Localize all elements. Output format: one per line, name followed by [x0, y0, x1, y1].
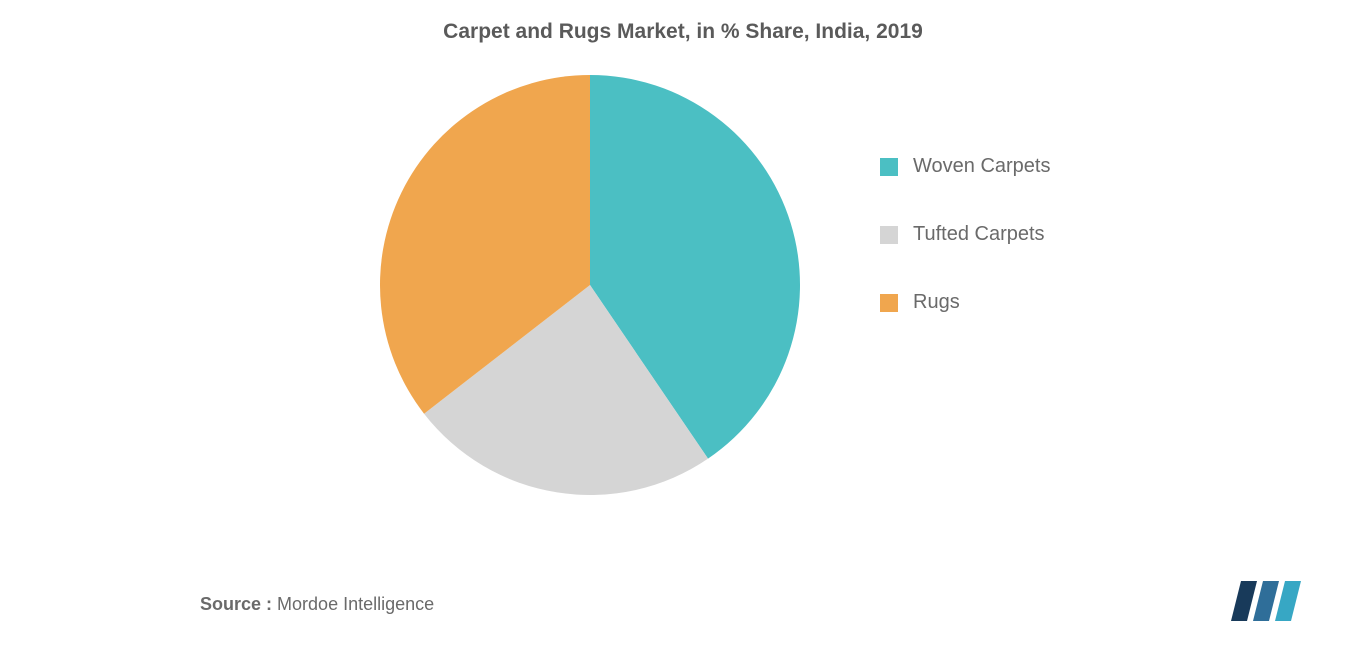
logo-bar [1275, 581, 1301, 621]
legend-label: Woven Carpets [913, 155, 1050, 178]
brand-logo [1231, 577, 1311, 630]
legend-label: Tufted Carpets [913, 223, 1045, 246]
legend-swatch [880, 158, 898, 176]
pie-chart [380, 75, 800, 495]
legend-label: Rugs [913, 291, 960, 314]
pie-svg [380, 75, 800, 495]
legend-item: Woven Carpets [880, 155, 1050, 178]
brand-logo-svg [1231, 577, 1311, 625]
legend-item: Tufted Carpets [880, 223, 1050, 246]
source-label: Source : [200, 594, 272, 614]
legend-item: Rugs [880, 291, 1050, 314]
source-line: Source : Mordoe Intelligence [200, 594, 434, 615]
logo-bar [1253, 581, 1279, 621]
chart-title: Carpet and Rugs Market, in % Share, Indi… [0, 20, 1366, 44]
legend-swatch [880, 226, 898, 244]
logo-bar [1231, 581, 1257, 621]
source-value: Mordoe Intelligence [277, 594, 434, 614]
legend-swatch [880, 294, 898, 312]
legend: Woven Carpets Tufted Carpets Rugs [880, 155, 1050, 359]
chart-card: Carpet and Rugs Market, in % Share, Indi… [0, 0, 1366, 655]
